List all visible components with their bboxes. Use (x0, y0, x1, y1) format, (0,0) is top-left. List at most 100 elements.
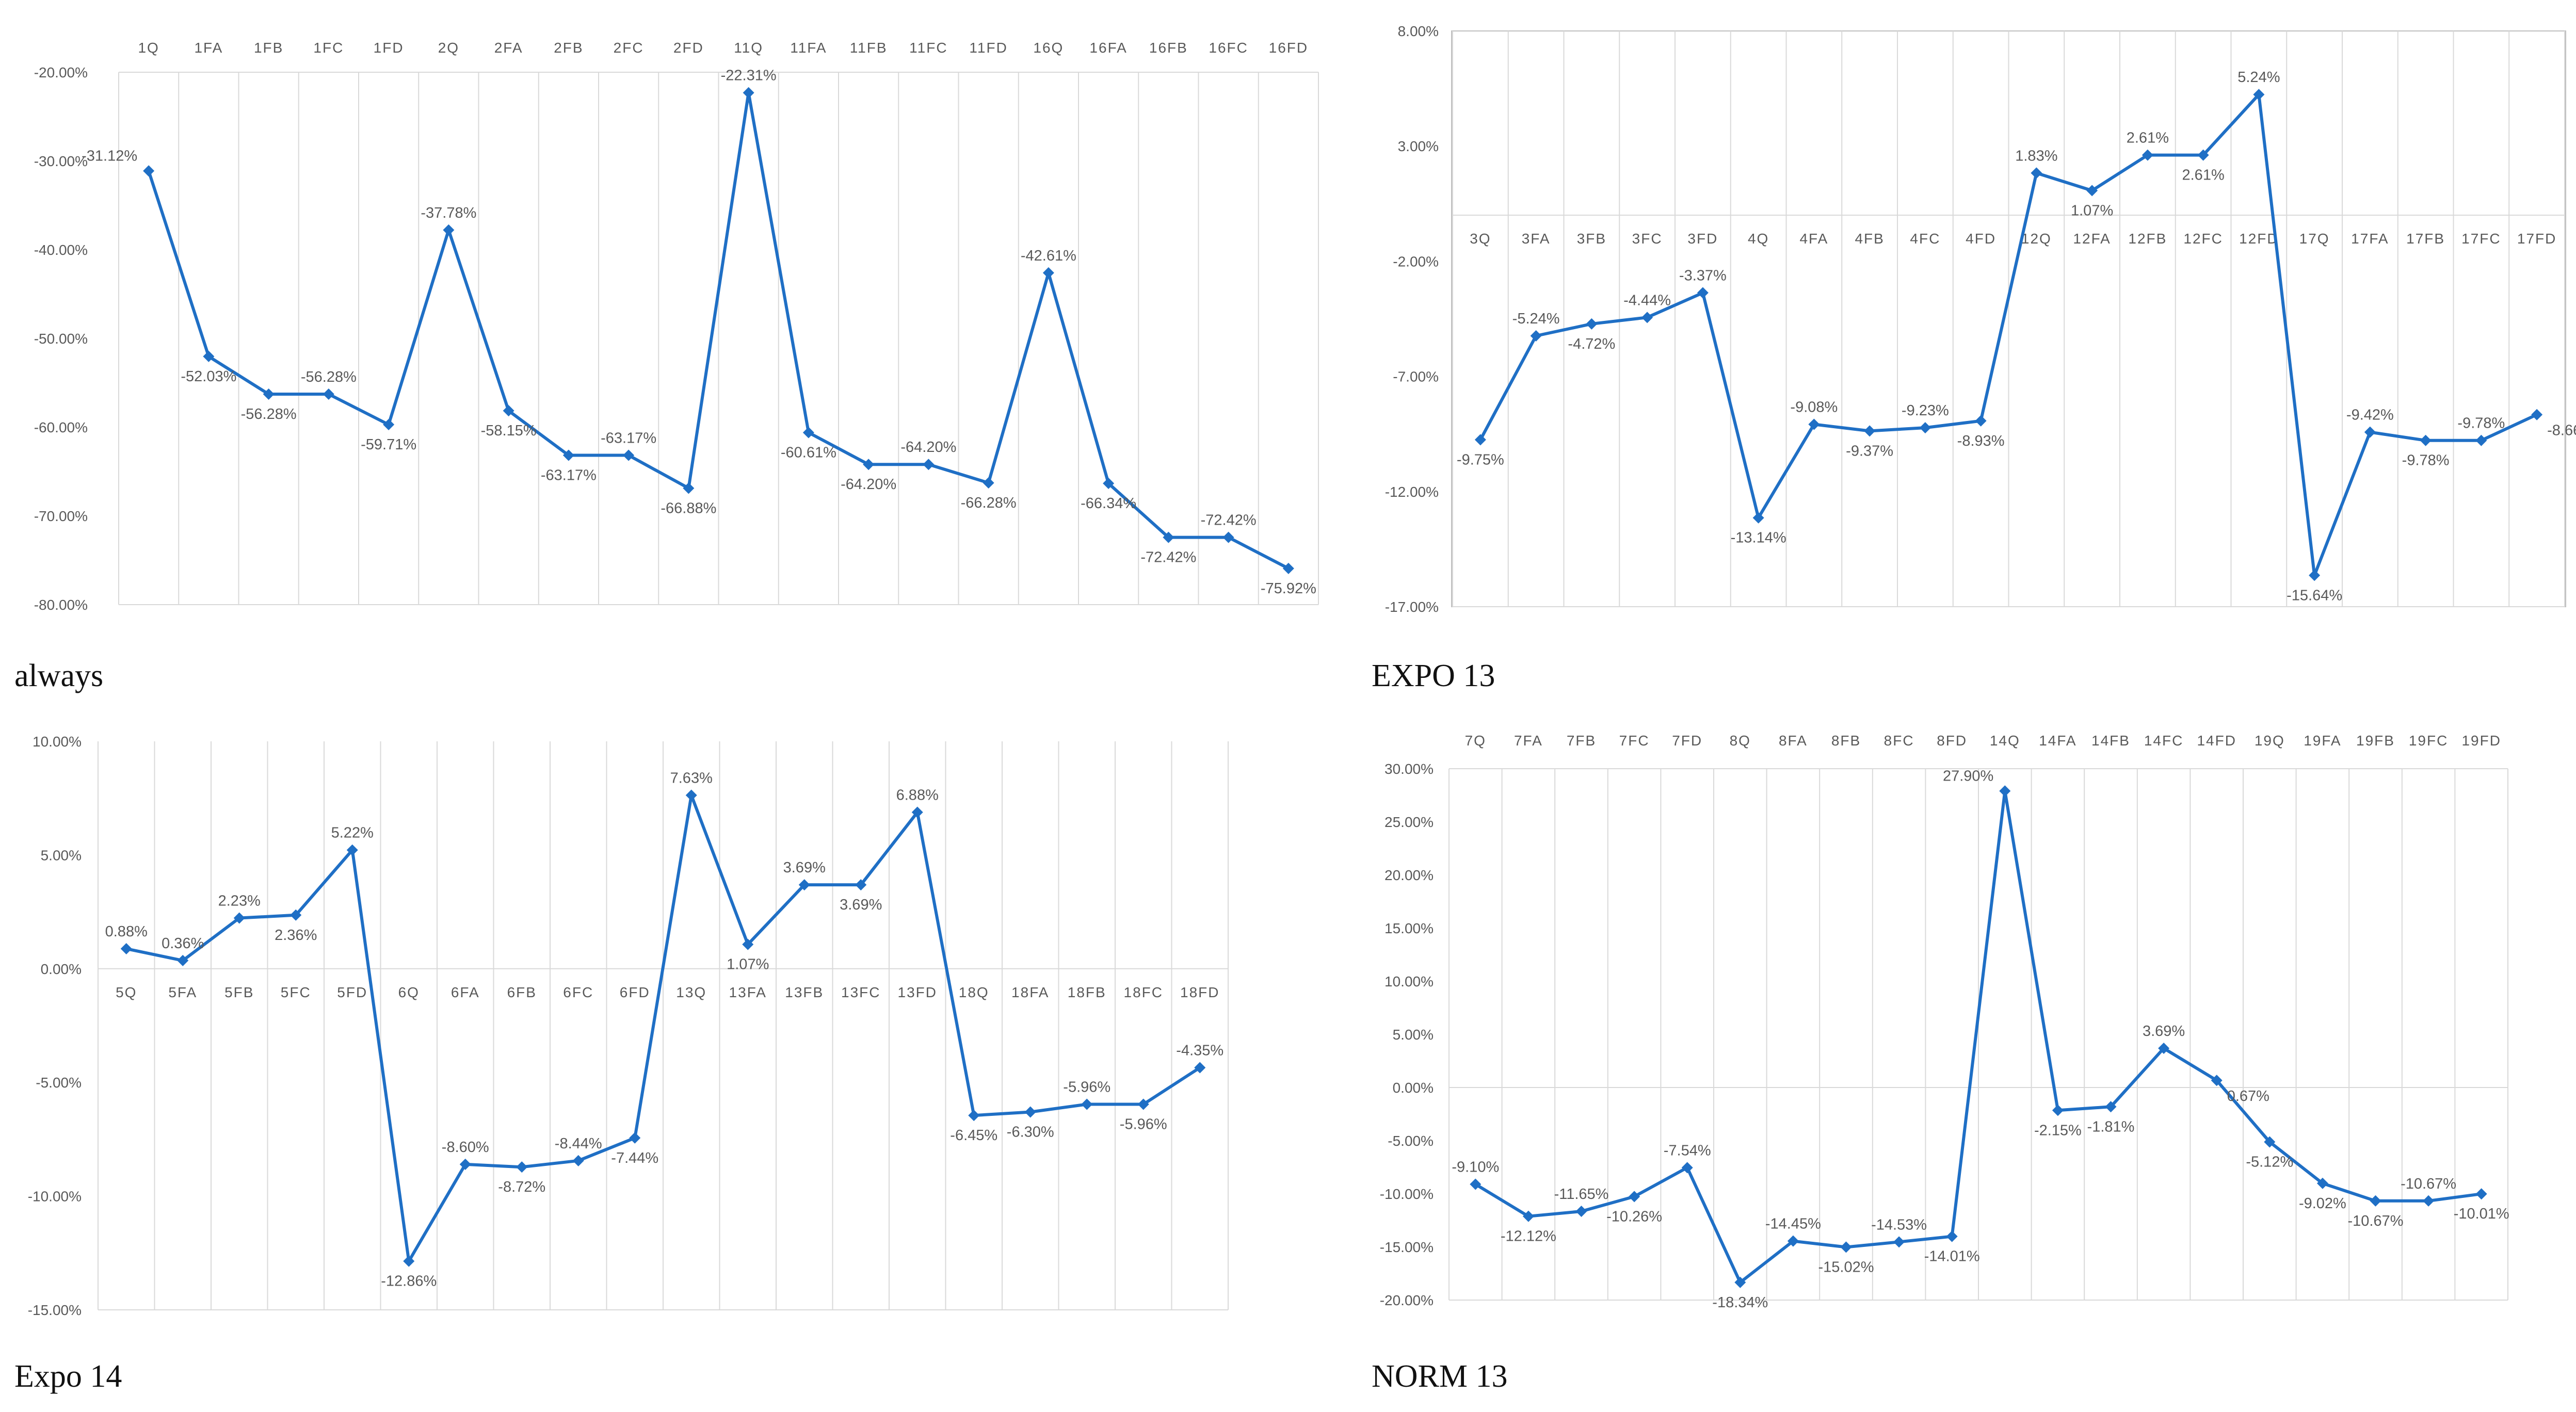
data-label: 3.69% (840, 897, 882, 913)
x-tick-label: 5FA (168, 984, 197, 1000)
x-tick-label: 19FD (2461, 733, 2501, 749)
data-point-marker (1522, 1210, 1534, 1222)
x-tick-label: 18Q (959, 984, 989, 1000)
data-label: -15.02% (1818, 1259, 1874, 1275)
x-tick-label: 3FB (1577, 231, 1606, 247)
x-tick-label: 5FD (337, 984, 367, 1000)
data-label: -5.96% (1063, 1079, 1110, 1096)
y-tick-label: -30.00% (34, 153, 88, 169)
data-point-marker (403, 1255, 415, 1267)
data-point-marker (516, 1161, 528, 1173)
x-tick-label: 7Q (1465, 733, 1486, 749)
y-tick-label: -2.00% (1393, 253, 1439, 269)
data-point-marker (177, 954, 189, 966)
data-point-marker (923, 459, 935, 470)
data-label: -66.34% (1081, 495, 1136, 512)
data-label: -64.20% (841, 476, 896, 493)
data-point-marker (1752, 512, 1764, 524)
x-tick-label: 6FB (507, 984, 537, 1000)
data-point-marker (2031, 167, 2042, 179)
data-label: 27.90% (1943, 768, 1993, 784)
x-tick-label: 4FD (1966, 231, 1996, 247)
x-tick-label: 14FA (2039, 733, 2076, 749)
x-tick-label: 1FA (194, 40, 223, 56)
data-point-marker (203, 350, 215, 362)
y-tick-label: -70.00% (34, 508, 88, 524)
data-label: -59.71% (361, 436, 416, 453)
data-point-marker (562, 449, 574, 461)
x-tick-label: 18FC (1124, 984, 1163, 1000)
y-tick-label: 5.00% (1393, 1027, 1434, 1043)
x-tick-label: 6FD (620, 984, 650, 1000)
data-label: 0.36% (162, 935, 204, 952)
y-tick-label: -15.00% (1380, 1239, 1434, 1255)
data-label: -5.96% (1120, 1116, 1167, 1133)
data-label: -58.15% (481, 423, 537, 439)
x-tick-label: 7FD (1672, 733, 1702, 749)
y-tick-label: 15.00% (1384, 920, 1434, 936)
x-tick-label: 8FD (1937, 733, 1967, 749)
data-point-marker (2211, 1075, 2223, 1086)
data-label: -4.72% (1568, 336, 1615, 352)
x-tick-label: 12FD (2239, 231, 2278, 247)
series-line (1479, 93, 2538, 577)
data-point-marker (1103, 478, 1115, 490)
data-label: 1.07% (727, 956, 769, 973)
data-label: -1.81% (2087, 1118, 2135, 1135)
data-point-marker (2531, 409, 2543, 420)
data-label: 7.63% (670, 770, 713, 786)
x-tick-label: 1Q (138, 40, 159, 56)
y-tick-label: 8.00% (1398, 23, 1439, 39)
data-label: -7.54% (1664, 1142, 1711, 1159)
data-point-marker (1864, 425, 1876, 437)
data-label: -56.28% (241, 406, 297, 423)
series-line (1474, 789, 2482, 1284)
x-tick-label: 17FA (2351, 231, 2389, 247)
x-tick-label: 13FD (898, 984, 937, 1000)
x-tick-label: 14FC (2144, 733, 2183, 749)
y-tick-label: -10.00% (1380, 1186, 1434, 1202)
y-tick-label: -5.00% (1388, 1133, 1434, 1149)
data-label: -5.12% (2246, 1154, 2293, 1170)
data-point-marker (2197, 149, 2209, 161)
x-tick-label: 6Q (398, 984, 420, 1000)
chart-caption: always (14, 658, 103, 693)
data-point-marker (1629, 1191, 1640, 1203)
y-tick-label: 30.00% (1384, 761, 1434, 777)
data-label: -9.78% (2457, 415, 2505, 432)
data-point-marker (2142, 149, 2153, 161)
data-label: -56.28% (301, 369, 357, 385)
data-point-marker (855, 879, 867, 891)
data-point-marker (1163, 531, 1174, 543)
data-point-marker (2086, 185, 2098, 197)
data-point-marker (629, 1132, 641, 1144)
y-tick-label: -20.00% (34, 64, 88, 80)
x-tick-label: 18FD (1180, 984, 1219, 1000)
x-tick-label: 8FA (1779, 733, 1808, 749)
data-label: -75.92% (1261, 580, 1316, 597)
data-label: 0.67% (2227, 1088, 2269, 1105)
data-point-marker (2309, 570, 2321, 581)
data-point-marker (1586, 318, 1598, 330)
x-tick-label: 11Q (734, 40, 763, 56)
data-point-marker (1575, 1205, 1587, 1217)
y-tick-label: -10.00% (28, 1189, 82, 1205)
x-tick-label: 19Q (2255, 733, 2285, 749)
x-tick-label: 6FC (563, 984, 593, 1000)
data-point-marker (2475, 434, 2487, 446)
chart-caption: EXPO 13 (1372, 658, 1495, 693)
y-tick-label: 3.00% (1398, 138, 1439, 154)
data-point-marker (798, 879, 810, 891)
x-tick-label: 14FD (2197, 733, 2236, 749)
data-label: -18.34% (1712, 1294, 1768, 1311)
data-point-marker (120, 943, 132, 955)
data-label: -64.20% (900, 439, 956, 456)
data-label: -9.02% (2299, 1195, 2346, 1212)
data-label: -8.72% (498, 1179, 545, 1195)
data-point-marker (1641, 312, 1653, 323)
data-label: -4.35% (1176, 1043, 1223, 1059)
data-point-marker (1999, 785, 2011, 797)
x-tick-label: 8FB (1831, 733, 1861, 749)
y-tick-label: 0.00% (41, 961, 82, 977)
data-point-marker (1137, 1098, 1149, 1110)
